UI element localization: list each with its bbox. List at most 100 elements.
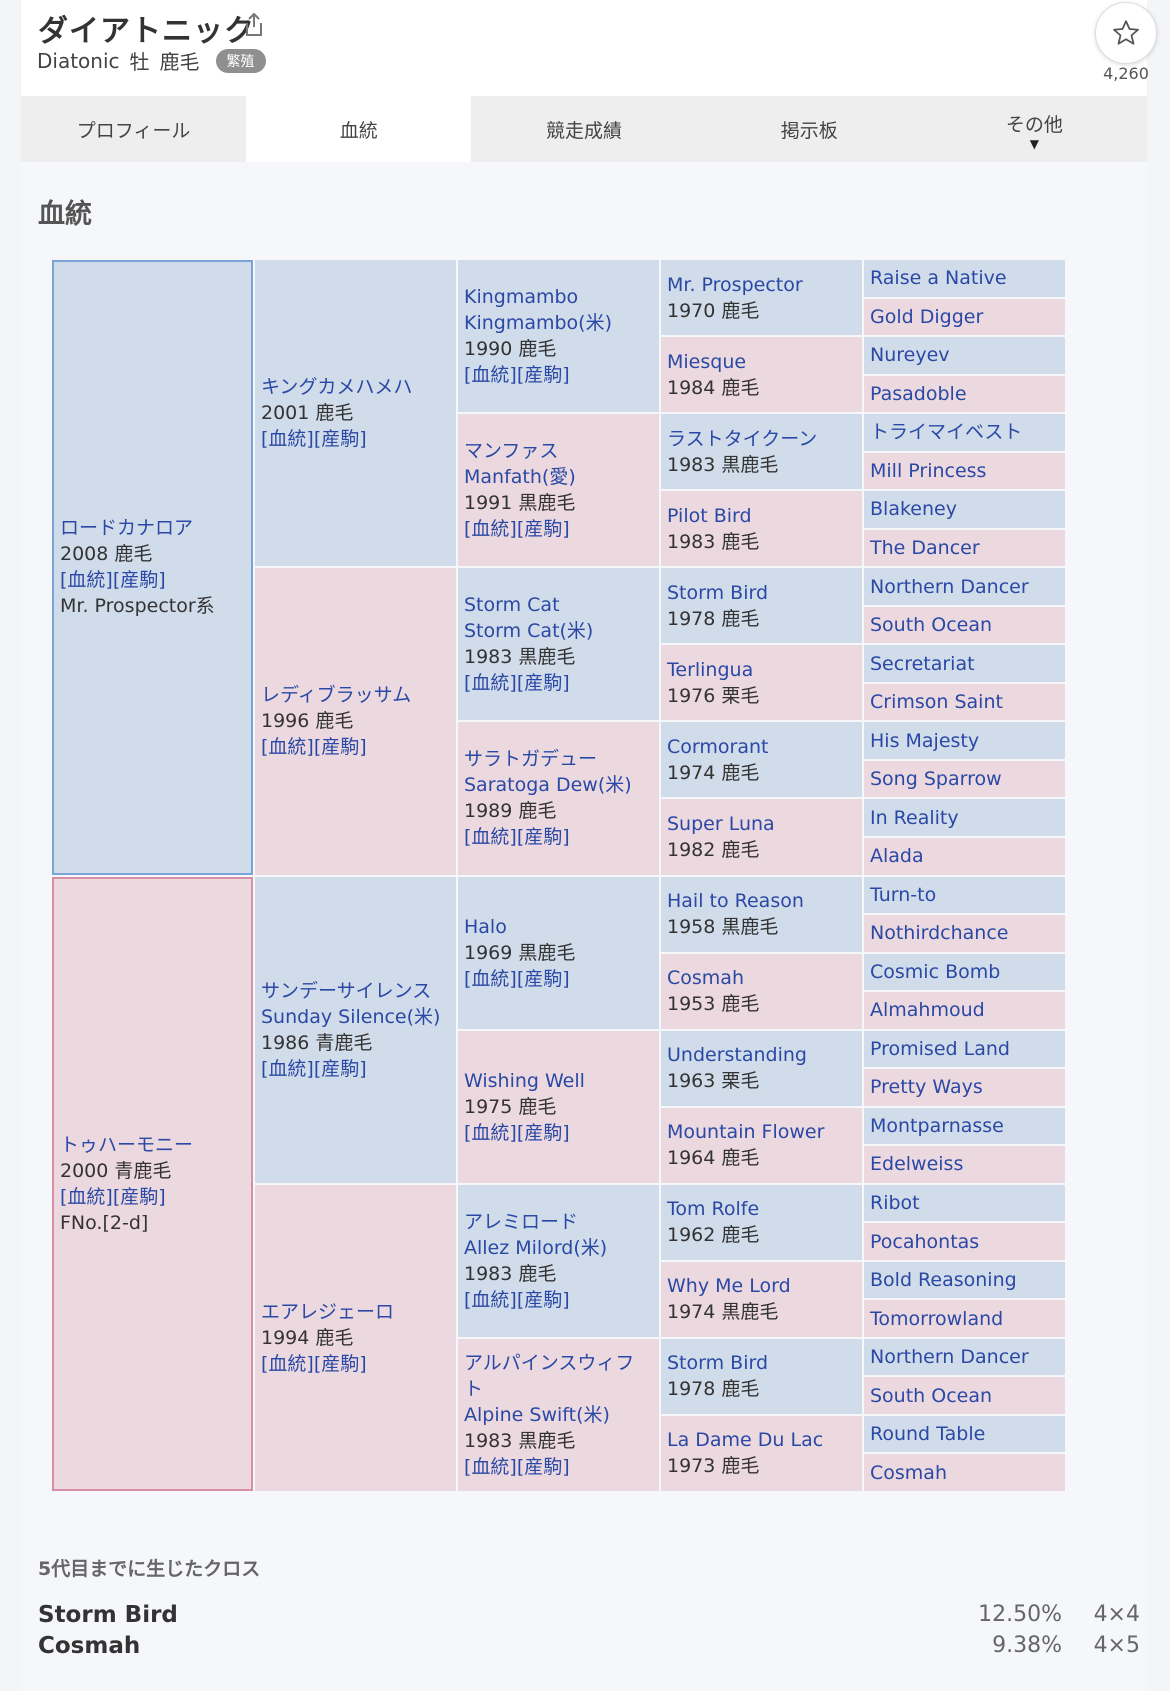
ancestor-name-link[interactable]: ロードカナロア — [60, 517, 194, 540]
ancestor-name-link[interactable]: Nothirdchance — [870, 922, 1009, 945]
ancestor-name-link[interactable]: サンデーサイレンス — [261, 979, 432, 1002]
offspring-link[interactable]: [産駒] — [516, 967, 570, 990]
ancestor-name-link[interactable]: キングカメハメハ — [261, 376, 413, 399]
offspring-link[interactable]: [産駒] — [516, 672, 570, 695]
pedigree-link[interactable]: [血統] — [464, 1288, 517, 1311]
offspring-link[interactable]: [産駒] — [516, 364, 570, 387]
ancestor-name-link[interactable]: Northern Dancer — [870, 575, 1029, 598]
pedigree-link[interactable]: [血統] — [464, 967, 517, 990]
offspring-link[interactable]: [産駒] — [313, 1352, 367, 1375]
ancestor-name-link[interactable]: His Majesty — [870, 729, 980, 752]
tab-other[interactable]: その他 ▼ — [922, 96, 1147, 162]
ancestor-name-link[interactable]: Pocahontas — [870, 1230, 980, 1253]
ancestor-name-link[interactable]: Storm Bird — [667, 581, 769, 604]
ancestor-name-link[interactable]: Kingmambo — [464, 286, 579, 309]
ancestor-name-link[interactable]: Round Table — [870, 1423, 986, 1446]
ancestor-name-link[interactable]: Promised Land — [870, 1037, 1010, 1060]
pedigree-link[interactable]: [血統] — [464, 826, 517, 849]
ancestor-name-link[interactable]: Mill Princess — [870, 459, 987, 482]
ancestor-name-link[interactable]: Cosmah — [870, 1461, 947, 1484]
ancestor-name-link[interactable]: Why Me Lord — [667, 1275, 791, 1298]
ancestor-name-link[interactable]: Halo — [464, 915, 507, 938]
ancestor-name-link[interactable]: アルパインスウィフト — [464, 1351, 635, 1400]
ancestor-name-link[interactable]: Raise a Native — [870, 267, 1007, 290]
ancestor-name-link[interactable]: エアレジェーロ — [261, 1300, 395, 1323]
ancestor-name-link[interactable]: La Dame Du Lac — [667, 1429, 824, 1452]
ancestor-alt-name-link[interactable]: Kingmambo(米) — [464, 312, 613, 335]
pedigree-link[interactable]: [血統] — [464, 364, 517, 387]
ancestor-name-link[interactable]: Tom Rolfe — [667, 1198, 760, 1221]
ancestor-alt-name-link[interactable]: Storm Cat(米) — [464, 620, 594, 643]
ancestor-name-link[interactable]: In Reality — [870, 806, 959, 829]
ancestor-name-link[interactable]: Storm Bird — [667, 1352, 769, 1375]
ancestor-alt-name-link[interactable]: Allez Milord(米) — [464, 1236, 608, 1259]
ancestor-name-link[interactable]: Pretty Ways — [870, 1076, 983, 1099]
ancestor-alt-name-link[interactable]: Saratoga Dew(米) — [464, 774, 632, 797]
offspring-link[interactable]: [産駒] — [516, 518, 570, 541]
pedigree-link[interactable]: [血統] — [261, 428, 314, 451]
ancestor-name-link[interactable]: Secretariat — [870, 652, 975, 675]
offspring-link[interactable]: [産駒] — [516, 826, 570, 849]
ancestor-alt-name-link[interactable]: Manfath(愛) — [464, 466, 576, 489]
ancestor-name-link[interactable]: Tomorrowland — [870, 1307, 1004, 1330]
ancestor-name-link[interactable]: The Dancer — [870, 536, 980, 559]
ancestor-alt-name-link[interactable]: Alpine Swift(米) — [464, 1403, 610, 1426]
ancestor-name-link[interactable]: Song Sparrow — [870, 768, 1002, 791]
offspring-link[interactable]: [産駒] — [112, 1185, 166, 1208]
ancestor-name-link[interactable]: Terlingua — [667, 658, 754, 681]
ancestor-name-link[interactable]: Wishing Well — [464, 1069, 585, 1092]
ancestor-name-link[interactable]: レディブラッサム — [261, 684, 412, 707]
ancestor-name-link[interactable]: Cormorant — [667, 735, 769, 758]
ancestor-name-link[interactable]: Northern Dancer — [870, 1346, 1029, 1369]
ancestor-name-link[interactable]: Super Luna — [667, 812, 775, 835]
pedigree-link[interactable]: [血統] — [60, 1185, 113, 1208]
tab-board[interactable]: 掲示板 — [697, 96, 922, 162]
ancestor-name-link[interactable]: Almahmoud — [870, 999, 985, 1022]
share-icon[interactable] — [243, 12, 265, 38]
ancestor-name-link[interactable]: Hail to Reason — [667, 890, 804, 913]
ancestor-name-link[interactable]: Blakeney — [870, 498, 957, 521]
offspring-link[interactable]: [産駒] — [313, 1057, 367, 1080]
pedigree-link[interactable]: [血統] — [464, 672, 517, 695]
cross-horse-name[interactable]: Cosmah — [38, 1633, 141, 1659]
tab-pedigree[interactable]: 血統 — [246, 96, 472, 162]
offspring-link[interactable]: [産駒] — [313, 428, 367, 451]
ancestor-name-link[interactable]: Miesque — [667, 350, 747, 373]
ancestor-name-link[interactable]: Crimson Saint — [870, 691, 1003, 714]
ancestor-name-link[interactable]: サラトガデュー — [464, 748, 598, 771]
ancestor-name-link[interactable]: マンファス — [464, 440, 559, 463]
ancestor-name-link[interactable]: Turn-to — [870, 883, 937, 906]
offspring-link[interactable]: [産駒] — [112, 569, 166, 592]
pedigree-link[interactable]: [血統] — [261, 736, 314, 759]
pedigree-link[interactable]: [血統] — [60, 569, 113, 592]
pedigree-link[interactable]: [血統] — [464, 1121, 517, 1144]
favorite-button[interactable] — [1095, 2, 1157, 64]
ancestor-name-link[interactable]: Ribot — [870, 1192, 920, 1215]
ancestor-name-link[interactable]: アレミロード — [464, 1210, 579, 1233]
ancestor-name-link[interactable]: Cosmic Bomb — [870, 960, 1001, 983]
pedigree-link[interactable]: [血統] — [261, 1057, 314, 1080]
tab-race-results[interactable]: 競走成績 — [471, 96, 696, 162]
ancestor-name-link[interactable]: South Ocean — [870, 1384, 993, 1407]
tab-profile[interactable]: プロフィール — [21, 96, 246, 162]
ancestor-name-link[interactable]: Pilot Bird — [667, 504, 752, 527]
ancestor-name-link[interactable]: Bold Reasoning — [870, 1269, 1017, 1292]
ancestor-name-link[interactable]: Mountain Flower — [667, 1121, 825, 1144]
ancestor-name-link[interactable]: Storm Cat — [464, 594, 560, 617]
ancestor-name-link[interactable]: Cosmah — [667, 967, 744, 990]
ancestor-name-link[interactable]: Gold Digger — [870, 305, 984, 328]
cross-horse-name[interactable]: Storm Bird — [38, 1602, 178, 1628]
ancestor-name-link[interactable]: Montparnasse — [870, 1114, 1004, 1137]
offspring-link[interactable]: [産駒] — [516, 1455, 570, 1478]
offspring-link[interactable]: [産駒] — [516, 1121, 570, 1144]
ancestor-name-link[interactable]: Edelweiss — [870, 1153, 964, 1176]
ancestor-name-link[interactable]: Pasadoble — [870, 382, 967, 405]
ancestor-name-link[interactable]: Nureyev — [870, 344, 950, 367]
ancestor-name-link[interactable]: トライマイベスト — [870, 421, 1023, 444]
ancestor-name-link[interactable]: South Ocean — [870, 614, 993, 637]
offspring-link[interactable]: [産駒] — [313, 736, 367, 759]
ancestor-name-link[interactable]: Alada — [870, 845, 924, 868]
offspring-link[interactable]: [産駒] — [516, 1288, 570, 1311]
ancestor-alt-name-link[interactable]: Sunday Silence(米) — [261, 1005, 441, 1028]
pedigree-link[interactable]: [血統] — [261, 1352, 314, 1375]
